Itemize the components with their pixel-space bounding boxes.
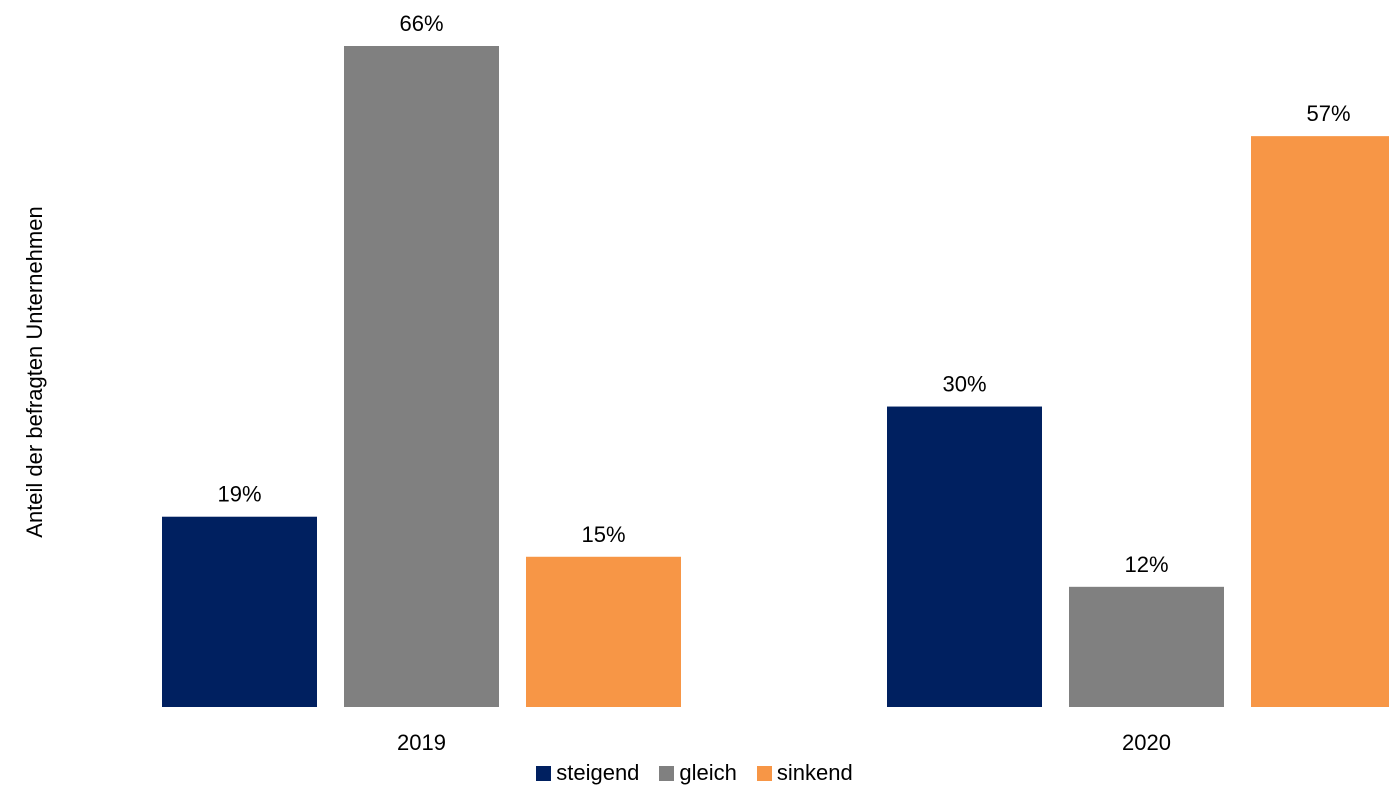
value-label-sinkend-2019: 15% [581,522,625,547]
bar-sinkend-2020 [1251,136,1389,708]
value-label-steigend-2019: 19% [217,482,261,507]
y-axis-label: Anteil der befragten Unternehmen [22,206,47,537]
legend-swatch-gleich [659,765,675,781]
value-label-gleich-2019: 66% [399,11,443,36]
legend-label-sinkend: sinkend [776,760,853,785]
legend-label-steigend: steigend [556,760,640,785]
category-labels-group: 2019 2020 [397,730,1171,755]
bars-group [162,46,1389,708]
legend: steigend gleich sinkend [0,758,1389,788]
category-label-2019: 2019 [397,730,446,755]
legend-item-sinkend: sinkend [756,760,853,786]
bar-chart: Anteil der befragten Unternehmen 19%66%1… [22,11,1389,755]
legend-label-gleich: gleich [679,760,737,785]
legend-item-gleich: gleich [659,760,737,786]
bar-sinkend-2019 [526,556,681,707]
value-label-gleich-2020: 12% [1124,552,1168,577]
legend-item-steigend: steigend [536,760,639,786]
legend-swatch-steigend [536,765,552,781]
value-labels-group: 19% 66% 15% 30% 12% 57% [217,11,1350,577]
legend-swatch-sinkend [756,765,772,781]
bar-gleich-2020 [1069,586,1224,707]
bar-gleich-2019 [344,46,499,707]
bar-steigend-2020 [887,406,1042,707]
value-label-steigend-2020: 30% [942,372,986,397]
category-label-2020: 2020 [1122,730,1171,755]
value-label-sinkend-2020: 57% [1306,101,1350,126]
bar-steigend-2019 [162,516,317,707]
